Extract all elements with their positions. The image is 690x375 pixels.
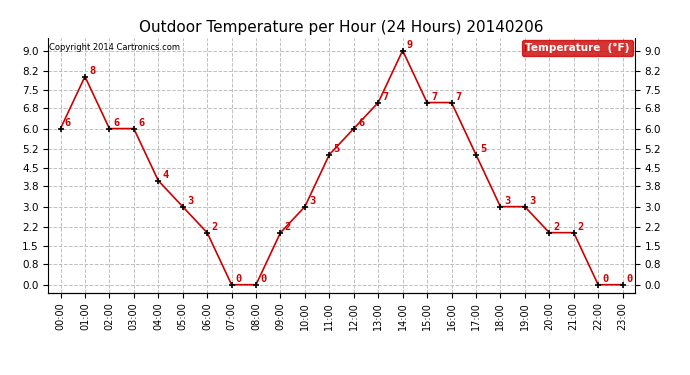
Text: 3: 3: [504, 196, 511, 206]
Text: 0: 0: [236, 274, 242, 284]
Title: Outdoor Temperature per Hour (24 Hours) 20140206: Outdoor Temperature per Hour (24 Hours) …: [139, 20, 544, 35]
Text: 6: 6: [358, 118, 364, 128]
Text: 2: 2: [553, 222, 560, 232]
Text: 2: 2: [211, 222, 217, 232]
Text: 0: 0: [602, 274, 609, 284]
Text: 0: 0: [627, 274, 633, 284]
Text: 2: 2: [284, 222, 291, 232]
Text: 5: 5: [333, 144, 339, 154]
Text: 7: 7: [382, 92, 388, 102]
Text: 4: 4: [162, 170, 168, 180]
Text: 7: 7: [455, 92, 462, 102]
Text: 6: 6: [65, 118, 71, 128]
Text: 9: 9: [407, 40, 413, 50]
Text: 3: 3: [529, 196, 535, 206]
Text: 3: 3: [309, 196, 315, 206]
Legend: Temperature  (°F): Temperature (°F): [522, 40, 633, 56]
Text: Copyright 2014 Cartronics.com: Copyright 2014 Cartronics.com: [50, 43, 181, 52]
Text: 3: 3: [187, 196, 193, 206]
Text: 6: 6: [138, 118, 144, 128]
Text: 6: 6: [114, 118, 120, 128]
Text: 2: 2: [578, 222, 584, 232]
Text: 7: 7: [431, 92, 437, 102]
Text: 0: 0: [260, 274, 266, 284]
Text: 5: 5: [480, 144, 486, 154]
Text: 8: 8: [89, 66, 95, 76]
